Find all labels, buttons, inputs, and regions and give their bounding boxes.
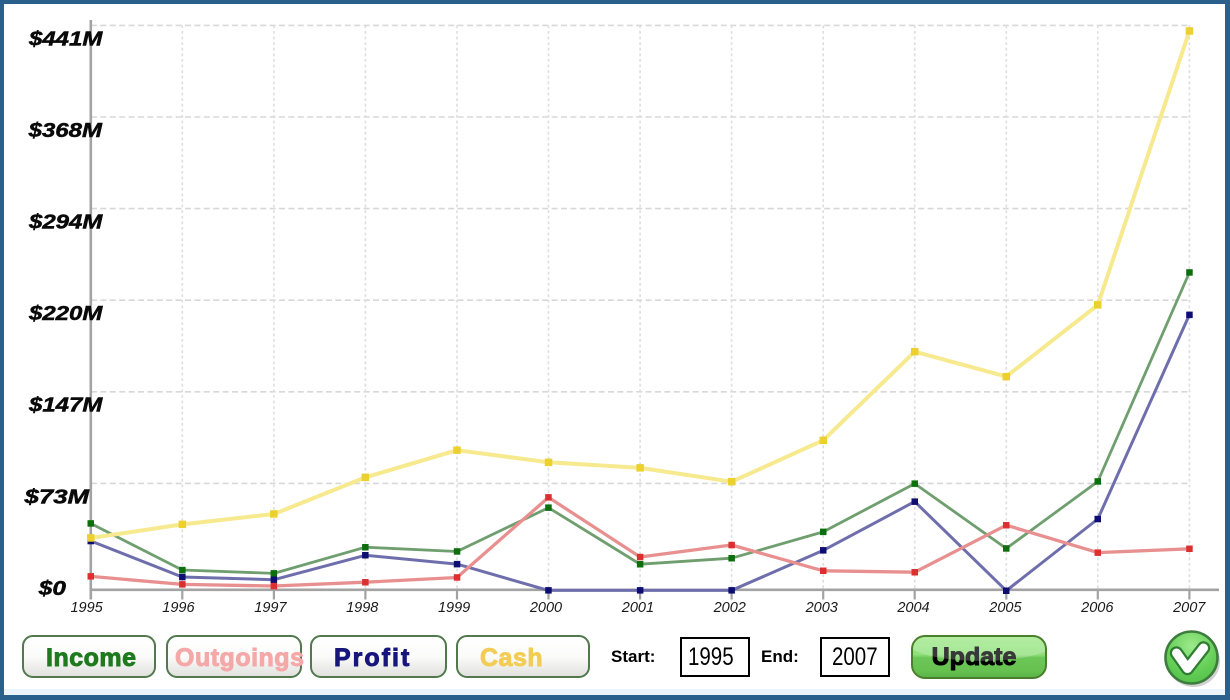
svg-text:2002: 2002	[713, 600, 746, 616]
svg-text:$368M: $368M	[28, 119, 103, 142]
svg-text:2000: 2000	[529, 600, 562, 616]
svg-text:2001: 2001	[621, 600, 654, 616]
svg-text:$147M: $147M	[28, 394, 103, 417]
svg-text:2004: 2004	[896, 600, 929, 616]
svg-text:1995: 1995	[70, 600, 103, 616]
svg-text:1999: 1999	[438, 600, 470, 616]
svg-text:1998: 1998	[346, 600, 378, 616]
svg-text:$73M: $73M	[23, 485, 90, 508]
svg-text:1996: 1996	[162, 600, 195, 616]
svg-text:2007: 2007	[1172, 600, 1206, 616]
svg-text:$220M: $220M	[28, 302, 103, 325]
svg-text:2006: 2006	[1080, 600, 1114, 616]
svg-text:$294M: $294M	[28, 210, 103, 233]
svg-text:2005: 2005	[988, 600, 1022, 616]
svg-text:2003: 2003	[805, 600, 838, 616]
svg-text:$0: $0	[38, 577, 67, 599]
svg-text:$441M: $441M	[28, 27, 103, 50]
svg-text:1997: 1997	[254, 600, 287, 616]
